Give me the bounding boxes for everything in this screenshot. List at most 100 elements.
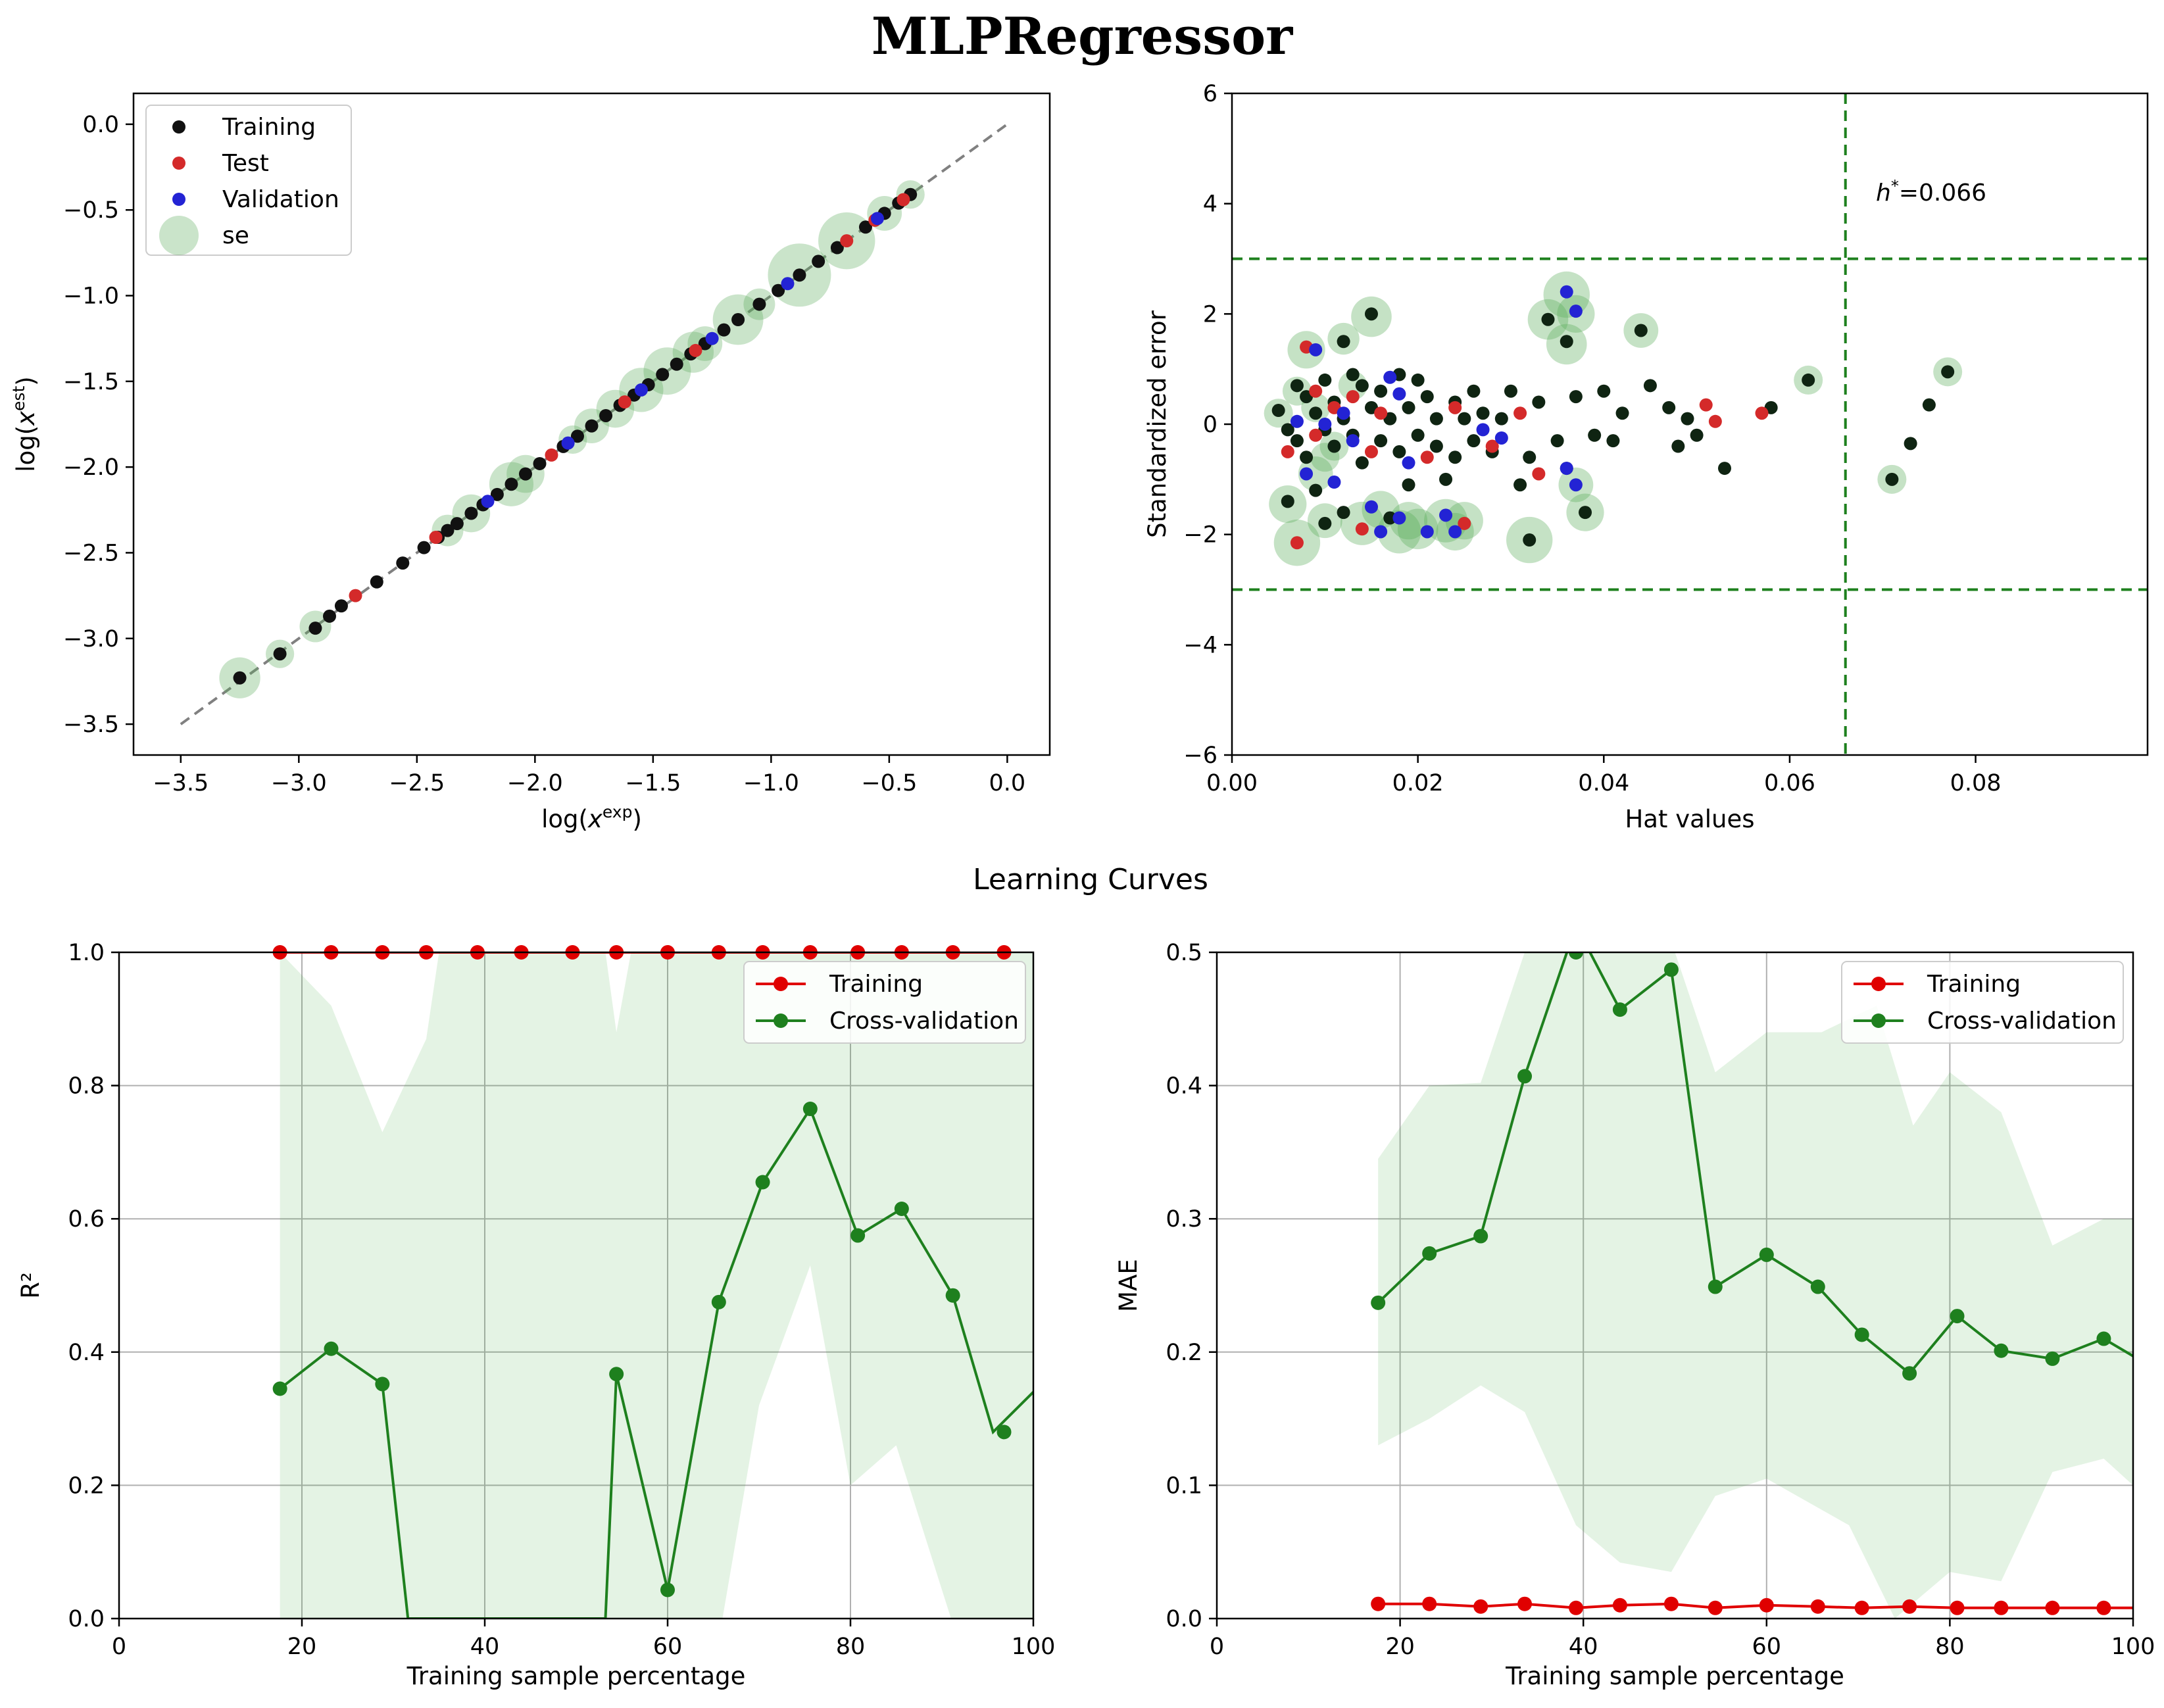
validation-point xyxy=(561,436,575,450)
y-tick-label: −0.5 xyxy=(63,197,119,224)
legend: Training Cross-validation xyxy=(1841,961,2124,1044)
y-tick-label: −2 xyxy=(1183,522,1217,549)
x-tick-label: 80 xyxy=(836,1634,866,1660)
test-point xyxy=(1281,445,1294,458)
y-tick-label: 0.8 xyxy=(68,1073,105,1100)
cv-marker xyxy=(850,1228,866,1243)
y-tick-label: 0.4 xyxy=(1166,1073,1202,1100)
training-point xyxy=(1579,506,1592,520)
test-point xyxy=(1532,467,1546,481)
legend-label-test: Test xyxy=(222,150,269,177)
validation-point xyxy=(1476,423,1490,437)
training-point xyxy=(370,575,383,589)
legend-box xyxy=(145,105,352,256)
mae-learning-curve: 0 20 40 60 80 100 0.0 0.1 0.2 0.3 0.4 0.5 Training s… xyxy=(1114,940,2155,1690)
legend-marker-0 xyxy=(1871,977,1886,991)
cv-marker xyxy=(2045,1351,2060,1366)
validation-point xyxy=(1392,511,1406,525)
training-point xyxy=(1513,478,1527,492)
training-point xyxy=(1318,516,1332,530)
y-axis-label: log(xest) xyxy=(9,376,40,472)
learning-curves-title: Learning Curves xyxy=(973,863,1208,896)
legend-marker-validation xyxy=(172,193,185,206)
y-tick-label: −3.0 xyxy=(63,626,119,652)
legend-marker-test xyxy=(172,157,185,170)
x-tick-label: 0.00 xyxy=(1206,770,1258,796)
training-point xyxy=(504,477,518,491)
legend-box xyxy=(743,961,1026,1044)
validation-point xyxy=(1337,406,1350,420)
y-tick-label: 0.2 xyxy=(68,1473,105,1499)
training-point xyxy=(1560,335,1573,349)
validation-point xyxy=(705,331,719,345)
training-point xyxy=(1615,406,1629,420)
validation-point xyxy=(1318,418,1332,431)
training-point xyxy=(1550,434,1564,448)
training-point xyxy=(1290,379,1304,393)
legend-marker-training xyxy=(172,120,185,134)
x-tick-label: 40 xyxy=(470,1634,500,1660)
training-point xyxy=(585,419,599,433)
test-point xyxy=(1755,406,1769,420)
training-point xyxy=(518,467,532,481)
training-point xyxy=(1300,451,1314,464)
training-point xyxy=(1402,401,1415,414)
training-point xyxy=(1383,511,1397,525)
y-tick-label: −2.5 xyxy=(63,540,119,566)
training-point xyxy=(1532,395,1546,409)
cv-marker xyxy=(272,1381,287,1396)
legend: Training Test Validation se xyxy=(145,105,352,256)
test-point xyxy=(1309,384,1323,398)
cv-marker xyxy=(802,1102,818,1117)
y-tick-label: 0.2 xyxy=(1166,1340,1202,1366)
validation-point xyxy=(1402,456,1415,470)
y-tick-label: 0.3 xyxy=(1166,1206,1202,1232)
training-point xyxy=(1374,434,1388,448)
training-point xyxy=(772,283,785,297)
validation-point xyxy=(1494,431,1508,445)
y-tick-label: 0.0 xyxy=(68,1606,105,1632)
training-point xyxy=(1643,379,1657,393)
x-tick-label: 0.04 xyxy=(1578,770,1629,796)
x-tick-label: 60 xyxy=(1752,1634,1782,1660)
training-point xyxy=(334,599,348,613)
training-marker xyxy=(1663,1596,1679,1611)
x-tick-label: −2.0 xyxy=(507,770,563,796)
validation-point xyxy=(781,277,795,291)
training-point xyxy=(464,506,478,520)
cv-marker xyxy=(375,1377,390,1392)
training-point xyxy=(1634,324,1648,337)
cv-marker xyxy=(1612,1002,1627,1017)
cv-marker xyxy=(711,1294,726,1309)
training-point xyxy=(1467,434,1481,448)
training-point xyxy=(1476,406,1490,420)
training-marker xyxy=(1612,1598,1627,1613)
training-point xyxy=(450,517,464,531)
y-axis-label: R² xyxy=(16,1272,45,1299)
training-point xyxy=(1671,439,1685,453)
validation-point xyxy=(481,495,495,508)
legend-label-training: Training xyxy=(222,114,316,141)
training-point xyxy=(1290,434,1304,448)
test-point xyxy=(349,589,362,602)
training-point xyxy=(670,357,683,371)
training-point xyxy=(1281,495,1294,508)
cv-marker xyxy=(1708,1279,1723,1294)
training-point xyxy=(1717,462,1731,476)
se-bubble xyxy=(1397,508,1439,550)
training-point xyxy=(656,368,670,381)
validation-point xyxy=(1448,525,1462,539)
training-point xyxy=(1494,412,1508,426)
training-point xyxy=(1802,373,1815,387)
validation-point xyxy=(1392,387,1406,401)
training-point xyxy=(1504,384,1517,398)
test-point xyxy=(689,343,702,357)
validation-point xyxy=(1346,434,1360,448)
training-point xyxy=(793,268,806,282)
test-point xyxy=(429,531,443,545)
validation-point xyxy=(1560,462,1573,476)
y-tick-label: 0.0 xyxy=(82,112,119,138)
training-point xyxy=(1392,445,1406,458)
figure-title: MLPRegressor xyxy=(872,7,1293,66)
test-point xyxy=(1448,401,1462,414)
